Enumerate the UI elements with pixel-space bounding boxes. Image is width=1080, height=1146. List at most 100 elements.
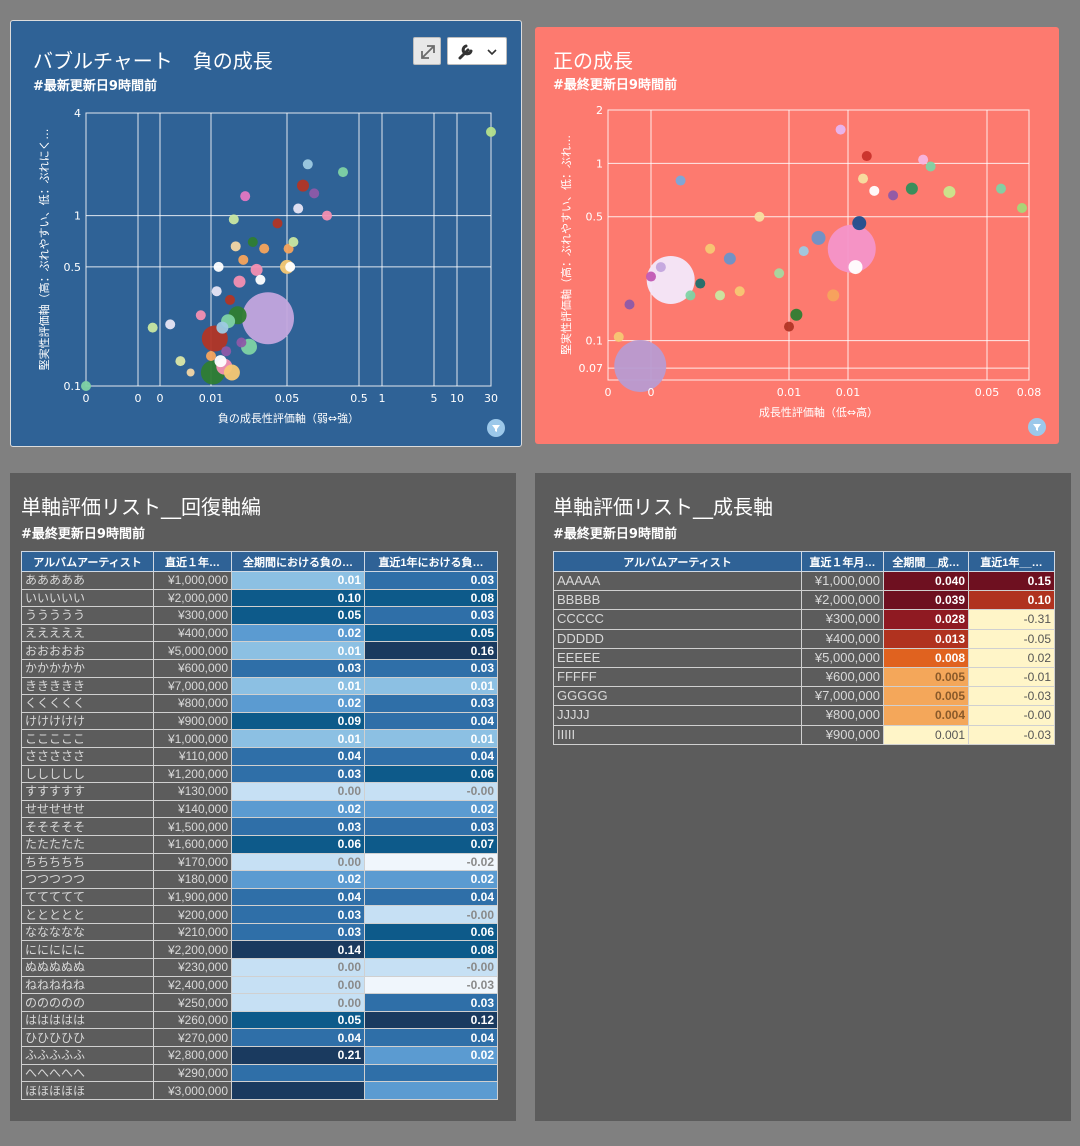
- bubble-point[interactable]: [272, 218, 283, 229]
- column-header[interactable]: 全期間__成…: [883, 551, 969, 572]
- table-row[interactable]: BBBBB ¥2,000,000 0.039 0.10: [553, 590, 1055, 611]
- column-header[interactable]: 直近１年月…: [801, 551, 884, 572]
- table-row[interactable]: ふふふふふ ¥2,800,000 0.21 0.02: [21, 1046, 498, 1065]
- bubble-point[interactable]: [858, 173, 869, 184]
- bubble-point[interactable]: [646, 271, 656, 282]
- bubble-point[interactable]: [240, 191, 251, 202]
- bubble-point[interactable]: [918, 154, 929, 165]
- bubble-point[interactable]: [214, 355, 227, 368]
- table-row[interactable]: CCCCC ¥300,000 0.028 -0.31: [553, 609, 1055, 630]
- bubble-point[interactable]: [213, 261, 224, 272]
- bubble-point[interactable]: [216, 321, 229, 334]
- filter-icon[interactable]: [487, 419, 505, 437]
- bubble-point[interactable]: [297, 179, 309, 192]
- bubble-point[interactable]: [852, 216, 867, 231]
- bubble-point[interactable]: [888, 190, 899, 201]
- table-row[interactable]: ううううう ¥300,000 0.05 0.03: [21, 606, 498, 625]
- bubble-point[interactable]: [211, 286, 222, 297]
- bubble-point[interactable]: [685, 290, 696, 301]
- table-row[interactable]: EEEEE ¥5,000,000 0.008 0.02: [553, 647, 1055, 668]
- table-row[interactable]: ののののの ¥250,000 0.00 0.03: [21, 993, 498, 1012]
- bubble-point[interactable]: [734, 286, 745, 297]
- table-row[interactable]: AAAAA ¥1,000,000 0.040 0.15: [553, 570, 1055, 592]
- tools-menu-button[interactable]: [447, 37, 507, 65]
- column-header[interactable]: アルバムアーティスト: [21, 551, 154, 572]
- table-row[interactable]: あああああ ¥1,000,000 0.01 0.03: [21, 571, 498, 590]
- bubble-point[interactable]: [225, 294, 235, 305]
- bubble-point[interactable]: [236, 337, 247, 348]
- table-row[interactable]: FFFFF ¥600,000 0.005 -0.01: [553, 666, 1055, 688]
- table-row[interactable]: すすすすす ¥130,000 0.00 -0.00: [21, 782, 498, 801]
- bubble-point[interactable]: [259, 243, 270, 254]
- table-row[interactable]: ははははは ¥260,000 0.05 0.12: [21, 1010, 498, 1030]
- bubble-point[interactable]: [250, 263, 263, 276]
- bubble-point[interactable]: [655, 262, 666, 273]
- bubble-point[interactable]: [811, 230, 826, 245]
- bubble-point[interactable]: [322, 210, 332, 221]
- bubble-point[interactable]: [293, 203, 304, 214]
- bubble-point[interactable]: [723, 252, 736, 265]
- bubble-point[interactable]: [309, 188, 320, 199]
- bubble-point[interactable]: [338, 167, 348, 178]
- table-row[interactable]: GGGGG ¥7,000,000 0.005 -0.03: [553, 686, 1055, 707]
- table-row[interactable]: ななななな ¥210,000 0.03 0.06: [21, 922, 498, 942]
- bubble-point[interactable]: [675, 175, 686, 186]
- filter-icon[interactable]: [1028, 418, 1046, 436]
- bubble-point[interactable]: [223, 364, 240, 381]
- bubble-point[interactable]: [175, 356, 186, 367]
- bubble-point[interactable]: [624, 299, 635, 310]
- bubble-point[interactable]: [996, 183, 1006, 194]
- bubble-point[interactable]: [147, 322, 158, 333]
- positive-bubble-chart[interactable]: 0 0 0.01 0.01 0.05 0.08 0.07 0.1 0.5 1 2 成長性評価軸（低⇔高…: [535, 27, 1059, 444]
- bubble-point[interactable]: [784, 321, 794, 332]
- bubble-point[interactable]: [288, 236, 299, 247]
- bubble-point[interactable]: [195, 310, 206, 321]
- table-row[interactable]: かかかかか ¥600,000 0.03 0.03: [21, 658, 498, 678]
- bubble-point[interactable]: [715, 290, 725, 301]
- table-row[interactable]: たたたたた ¥1,600,000 0.06 0.07: [21, 834, 498, 854]
- bubble-point[interactable]: [869, 185, 880, 196]
- bubble-point[interactable]: [285, 261, 296, 272]
- table-row[interactable]: ちちちちち ¥170,000 0.00 -0.02: [21, 852, 498, 872]
- bubble-point[interactable]: [186, 368, 195, 377]
- bubble-point[interactable]: [905, 182, 918, 195]
- table-row[interactable]: ねねねねね ¥2,400,000 0.00 -0.03: [21, 975, 498, 995]
- column-header[interactable]: 直近1年__…: [968, 551, 1055, 572]
- bubble-point[interactable]: [1017, 203, 1027, 214]
- table-row[interactable]: ににににに ¥2,200,000 0.14 0.08: [21, 940, 498, 960]
- table-row[interactable]: くくくくく ¥800,000 0.02 0.03: [21, 694, 498, 713]
- table-row[interactable]: IIIII ¥900,000 0.001 -0.03: [553, 724, 1055, 745]
- bubble-point[interactable]: [81, 381, 91, 391]
- bubble-point[interactable]: [774, 268, 785, 279]
- column-header[interactable]: アルバムアーティスト: [553, 551, 802, 572]
- table-row[interactable]: せせせせせ ¥140,000 0.02 0.02: [21, 799, 498, 819]
- bubble-point[interactable]: [754, 211, 765, 222]
- table-row[interactable]: DDDDD ¥400,000 0.013 -0.05: [553, 628, 1055, 649]
- negative-bubble-chart[interactable]: 0 0 0 0.01 0.05 0.5 1 5 10 30 0.1 0.5 1 4 負の成長性評価軸（弱⇔強…: [15, 25, 519, 444]
- bubble-point[interactable]: [705, 243, 716, 254]
- table-row[interactable]: ととととと ¥200,000 0.03 -0.00: [21, 905, 498, 924]
- expand-button[interactable]: [413, 37, 441, 65]
- table-row[interactable]: ててててて ¥1,900,000 0.04 0.04: [21, 887, 498, 907]
- bubble-point[interactable]: [835, 124, 846, 135]
- table-row[interactable]: ぬぬぬぬぬ ¥230,000 0.00 -0.00: [21, 958, 498, 977]
- column-header[interactable]: 直近１年…: [153, 551, 232, 572]
- bubble-point[interactable]: [848, 260, 863, 275]
- table-row[interactable]: いいいいい ¥2,000,000 0.10 0.08: [21, 588, 498, 608]
- column-header[interactable]: 全期間における負の…: [231, 551, 365, 572]
- bubble-point[interactable]: [613, 331, 624, 342]
- bubble-point[interactable]: [827, 289, 840, 302]
- table-row[interactable]: けけけけけ ¥900,000 0.09 0.04: [21, 711, 498, 731]
- bubble-point[interactable]: [827, 224, 876, 273]
- bubble-point[interactable]: [233, 275, 246, 288]
- bubble-point[interactable]: [925, 161, 936, 172]
- table-row[interactable]: JJJJJ ¥800,000 0.004 -0.00: [553, 705, 1055, 726]
- table-row[interactable]: ひひひひひ ¥270,000 0.04 0.04: [21, 1028, 498, 1048]
- bubble-point[interactable]: [861, 151, 872, 162]
- table-row[interactable]: ほほほほほ ¥3,000,000: [21, 1081, 498, 1100]
- bubble-point[interactable]: [943, 185, 956, 198]
- bubble-point[interactable]: [206, 350, 216, 361]
- bubble-point[interactable]: [302, 159, 313, 170]
- table-row[interactable]: こここここ ¥1,000,000 0.01 0.01: [21, 729, 498, 748]
- bubble-point[interactable]: [221, 346, 232, 357]
